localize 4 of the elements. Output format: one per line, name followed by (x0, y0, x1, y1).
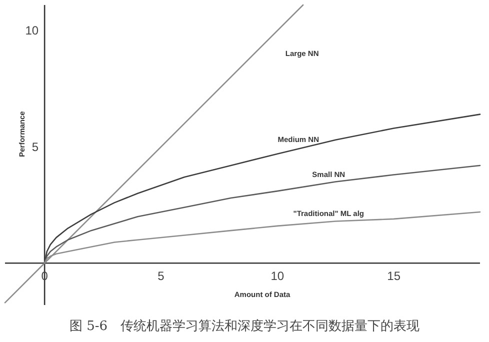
x-tick-label: 10 (270, 269, 284, 284)
x-tick-label: 5 (158, 269, 165, 284)
caption: 图 5-6 传统机器学习算法和深度学习在不同数据量下的表现 (69, 318, 420, 334)
x-tick-label: 15 (387, 269, 401, 284)
